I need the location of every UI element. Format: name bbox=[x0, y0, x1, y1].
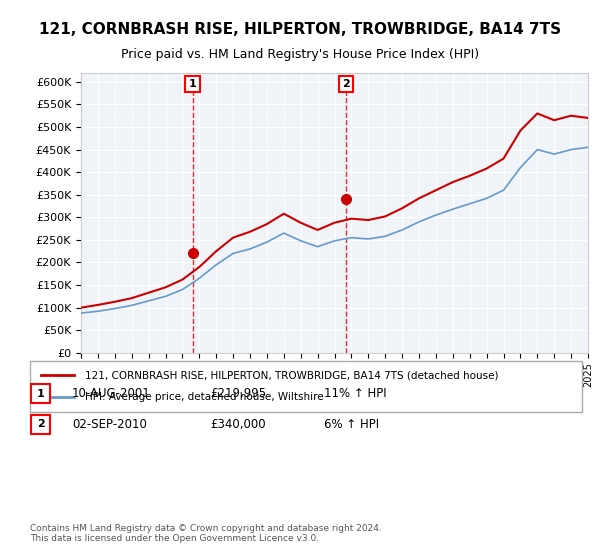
Text: HPI: Average price, detached house, Wiltshire: HPI: Average price, detached house, Wilt… bbox=[85, 393, 324, 403]
Text: 11% ↑ HPI: 11% ↑ HPI bbox=[324, 387, 386, 400]
FancyBboxPatch shape bbox=[30, 361, 582, 412]
Text: Contains HM Land Registry data © Crown copyright and database right 2024.
This d: Contains HM Land Registry data © Crown c… bbox=[30, 524, 382, 543]
FancyBboxPatch shape bbox=[31, 384, 50, 403]
Text: 2: 2 bbox=[342, 79, 350, 89]
Text: Price paid vs. HM Land Registry's House Price Index (HPI): Price paid vs. HM Land Registry's House … bbox=[121, 48, 479, 60]
Text: 10-AUG-2001: 10-AUG-2001 bbox=[72, 387, 151, 400]
Text: 02-SEP-2010: 02-SEP-2010 bbox=[72, 418, 147, 431]
Text: 1: 1 bbox=[37, 389, 44, 399]
Text: £219,995: £219,995 bbox=[210, 387, 266, 400]
Text: 6% ↑ HPI: 6% ↑ HPI bbox=[324, 418, 379, 431]
Text: 1: 1 bbox=[188, 79, 196, 89]
Text: 121, CORNBRASH RISE, HILPERTON, TROWBRIDGE, BA14 7TS (detached house): 121, CORNBRASH RISE, HILPERTON, TROWBRID… bbox=[85, 370, 499, 380]
Text: £340,000: £340,000 bbox=[210, 418, 266, 431]
Text: 121, CORNBRASH RISE, HILPERTON, TROWBRIDGE, BA14 7TS: 121, CORNBRASH RISE, HILPERTON, TROWBRID… bbox=[39, 22, 561, 38]
Text: 2: 2 bbox=[37, 419, 44, 430]
FancyBboxPatch shape bbox=[31, 415, 50, 434]
